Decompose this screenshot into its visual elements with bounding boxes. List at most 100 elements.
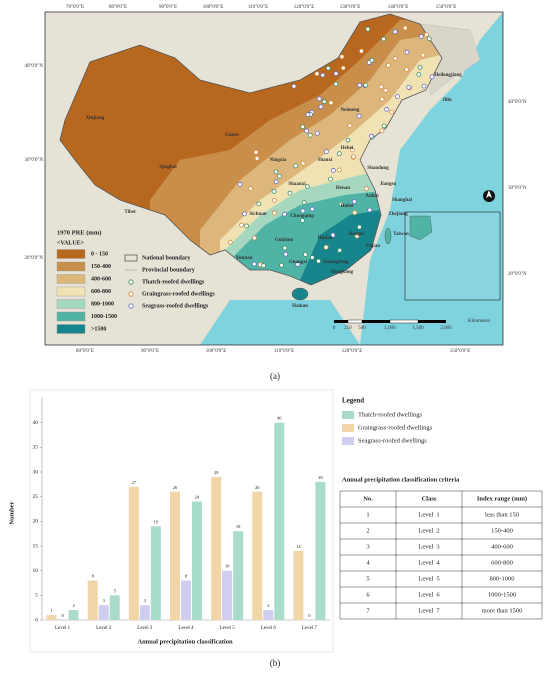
place-label: Qinghai: [159, 165, 177, 170]
bar: [293, 550, 304, 620]
lon-label: 150°0'0"E: [450, 349, 471, 354]
place-label: Jiangxi: [348, 232, 364, 237]
y-tick-label: 35: [33, 445, 39, 451]
scale-label: 1,000: [384, 326, 396, 331]
place-label: Hubei: [340, 204, 354, 209]
dwelling-marker: [303, 252, 308, 257]
value-label: 8: [185, 574, 188, 579]
value-label: 8: [92, 574, 95, 579]
place-label: Gansu: [225, 133, 239, 138]
place-label: Shanghai: [392, 198, 413, 203]
place-label: Hainan: [292, 304, 308, 309]
dwelling-marker: [323, 244, 329, 250]
place-label: Shanxi: [318, 158, 333, 163]
legend-swatch: [56, 299, 86, 309]
value-label: 29: [214, 470, 219, 475]
bar: [139, 605, 150, 620]
dwelling-marker: [424, 32, 429, 38]
place-label: Xinjiang: [86, 116, 105, 121]
legend-symbol: [128, 303, 134, 309]
dwelling-marker: [314, 71, 320, 77]
national-boundary: [59, 13, 443, 286]
dwelling-marker: [336, 151, 342, 157]
dwelling-marker: [381, 36, 386, 42]
dwelling-marker: [404, 49, 410, 55]
bar: [98, 605, 109, 620]
dwelling-marker: [379, 128, 385, 134]
dwelling-marker: [339, 54, 345, 60]
legend-label: 1000-1500: [91, 314, 117, 320]
x-axis-label: Annual precipitation classification: [137, 638, 233, 645]
place-label: Hongkong: [331, 270, 354, 275]
dwelling-marker: [282, 245, 288, 251]
place-label: Fujian: [366, 244, 380, 249]
dwelling-marker: [330, 232, 336, 238]
dwelling-markers: [227, 25, 435, 269]
bar: [109, 595, 120, 620]
place-label: Sichuan: [249, 212, 266, 217]
legend-label: >1500: [91, 326, 106, 332]
lon-label: 130°0'0"E: [340, 5, 361, 10]
value-label: 27: [132, 480, 137, 485]
scale-bar: [334, 319, 446, 324]
legend-symbol: [124, 254, 138, 262]
dwelling-marker: [347, 123, 353, 129]
legend-swatch: [56, 324, 86, 334]
inset-land: [409, 215, 433, 241]
value-label: 0: [61, 613, 64, 618]
place-label: Taiwan: [393, 232, 409, 237]
x-tick-label: Level 4: [178, 626, 194, 631]
dwelling-marker: [314, 130, 320, 136]
lat-label: 20°0'0"N: [508, 272, 527, 277]
legend-swatch: [342, 411, 354, 419]
x-tick-label: Level 1: [55, 626, 71, 631]
dwelling-marker: [384, 106, 390, 112]
place-label: Heilongjiang: [434, 73, 462, 78]
place-label: Chongqing: [290, 214, 314, 219]
lon-label: 110°0'0"E: [248, 5, 268, 10]
map-legend-title: 1970 PRE (mm): [57, 229, 101, 236]
island: [384, 227, 392, 245]
dwelling-marker: [392, 55, 398, 61]
dwelling-marker: [338, 201, 344, 207]
bar: [46, 615, 57, 620]
dwelling-marker: [300, 218, 305, 223]
value-label: 28: [318, 475, 323, 480]
table-cell: Level 1: [418, 511, 439, 518]
legend-label: Graingrass-roofed dwellings: [358, 424, 433, 431]
chart-frame: [29, 389, 334, 653]
dwelling-marker: [416, 72, 422, 77]
dwelling-marker: [252, 235, 257, 241]
dwelling-marker: [301, 200, 307, 205]
dwelling-marker: [272, 210, 278, 216]
dwelling-marker: [383, 87, 389, 93]
y-axis-label: Number: [8, 501, 15, 524]
dwelling-marker: [367, 207, 373, 213]
legend-swatch: [342, 437, 354, 445]
dwelling-marker: [261, 263, 266, 269]
place-label: Anhui: [365, 194, 379, 199]
scale-label: 0: [333, 326, 336, 331]
table-cell: 7: [366, 607, 370, 614]
table-cell: 3: [366, 543, 369, 550]
dwelling-marker: [304, 184, 310, 189]
dwelling-marker: [251, 261, 257, 267]
bar: [68, 610, 79, 620]
lon-label: 120°0'0"E: [342, 349, 363, 354]
dwelling-marker: [337, 247, 343, 253]
dwelling-marker: [309, 255, 315, 260]
value-label: 1: [50, 608, 52, 613]
value-label: 5: [114, 588, 117, 593]
legend-label: National boundary: [142, 255, 191, 261]
dwelling-marker: [318, 104, 324, 110]
table-title: Annual precipitation classification crit…: [342, 476, 460, 483]
y-tick-label: 15: [33, 543, 39, 549]
dwelling-marker: [273, 179, 279, 185]
y-tick-label: 30: [33, 469, 39, 475]
legend-swatch: [342, 424, 354, 432]
lon-label: 100°0'0"E: [203, 5, 224, 10]
dwelling-marker: [418, 34, 424, 39]
value-label: 24: [195, 495, 200, 500]
table-cell: Level 4: [418, 559, 440, 566]
dwelling-marker: [295, 262, 301, 267]
